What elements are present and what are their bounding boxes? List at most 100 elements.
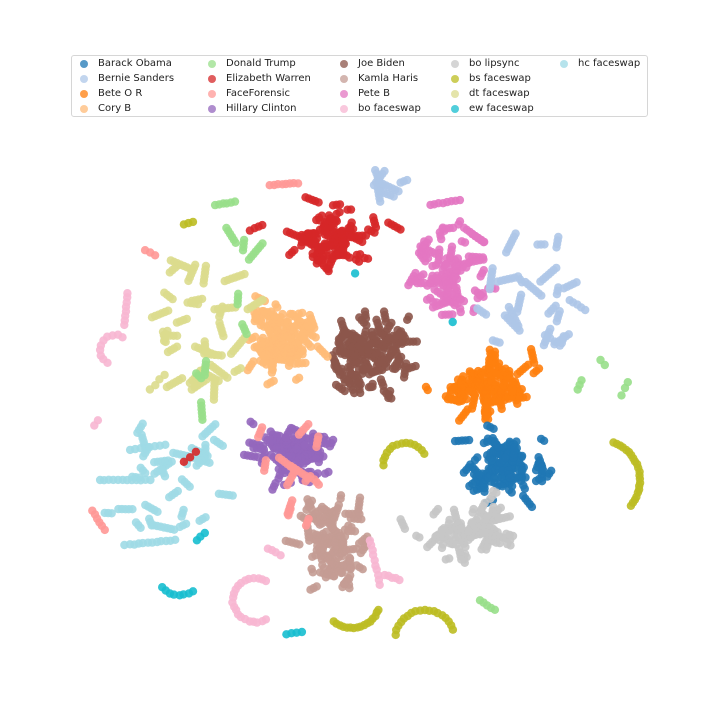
point xyxy=(423,385,432,395)
point xyxy=(495,338,504,347)
point xyxy=(343,526,353,536)
point xyxy=(496,389,506,398)
point xyxy=(457,524,466,533)
point xyxy=(287,344,296,354)
point xyxy=(337,227,346,236)
point xyxy=(334,567,343,576)
point xyxy=(518,466,527,475)
legend-entry: ew faceswap xyxy=(451,102,534,116)
point xyxy=(274,453,284,462)
point xyxy=(304,420,313,429)
point xyxy=(361,327,370,336)
point xyxy=(450,273,459,282)
point xyxy=(490,474,499,483)
point xyxy=(179,457,189,466)
point xyxy=(338,582,347,592)
point xyxy=(484,473,493,483)
point xyxy=(321,512,330,521)
point xyxy=(316,245,326,255)
legend-entry: Pete B xyxy=(340,87,390,101)
point xyxy=(278,309,287,319)
point xyxy=(161,440,170,449)
point xyxy=(502,371,511,381)
point xyxy=(153,507,162,516)
point xyxy=(209,395,219,404)
point xyxy=(465,227,474,237)
point xyxy=(177,512,186,521)
point xyxy=(490,605,500,614)
point xyxy=(182,314,191,324)
point xyxy=(160,370,169,380)
point xyxy=(546,324,555,334)
legend-label: Elizabeth Warren xyxy=(226,73,311,84)
point xyxy=(231,238,240,247)
point xyxy=(100,525,110,535)
point xyxy=(356,388,365,398)
point xyxy=(458,372,468,381)
point xyxy=(300,440,309,450)
legend-entry: Barack Obama xyxy=(80,57,172,71)
point xyxy=(412,337,421,346)
point xyxy=(617,391,626,400)
point xyxy=(437,543,447,553)
point xyxy=(285,313,294,322)
legend-label: hc faceswap xyxy=(578,58,641,69)
point xyxy=(415,533,424,542)
legend-marker xyxy=(208,90,216,98)
point xyxy=(399,330,408,340)
point xyxy=(347,218,356,227)
point xyxy=(437,525,447,535)
point xyxy=(399,373,409,382)
point xyxy=(501,453,510,463)
point xyxy=(559,332,568,341)
point xyxy=(218,441,227,450)
point xyxy=(240,269,249,279)
legend-marker xyxy=(80,105,88,113)
point xyxy=(371,166,380,175)
point xyxy=(239,235,249,245)
point xyxy=(413,279,422,288)
point xyxy=(464,435,474,445)
point xyxy=(162,382,172,392)
point xyxy=(200,337,209,346)
point xyxy=(447,242,457,251)
point xyxy=(455,217,465,226)
point xyxy=(524,360,533,369)
point xyxy=(215,312,224,321)
point xyxy=(192,369,201,378)
point xyxy=(150,458,159,467)
point xyxy=(367,327,377,337)
point xyxy=(429,510,438,519)
point xyxy=(460,238,470,247)
legend-entry: Joe Biden xyxy=(340,57,405,71)
point xyxy=(479,255,488,264)
point xyxy=(200,349,209,358)
point xyxy=(470,390,480,400)
point xyxy=(488,264,497,273)
point xyxy=(489,486,498,496)
point xyxy=(181,519,191,528)
point xyxy=(379,307,389,316)
point xyxy=(311,453,320,463)
legend-marker xyxy=(451,60,459,68)
point xyxy=(469,504,478,514)
legend-marker xyxy=(80,75,88,83)
legend-marker xyxy=(451,75,459,83)
point xyxy=(411,361,420,371)
point xyxy=(173,486,182,496)
point xyxy=(544,309,553,318)
point xyxy=(268,485,277,494)
point xyxy=(201,357,211,366)
point xyxy=(285,250,294,260)
legend-label: ew faceswap xyxy=(469,103,534,114)
point xyxy=(191,382,200,391)
legend-entry: bo lipsync xyxy=(451,57,520,71)
point xyxy=(536,277,545,286)
point xyxy=(404,281,413,290)
legend-marker xyxy=(340,90,348,98)
point xyxy=(120,320,129,330)
point xyxy=(272,443,282,452)
point xyxy=(292,375,301,384)
point xyxy=(464,527,473,536)
point xyxy=(211,420,220,429)
